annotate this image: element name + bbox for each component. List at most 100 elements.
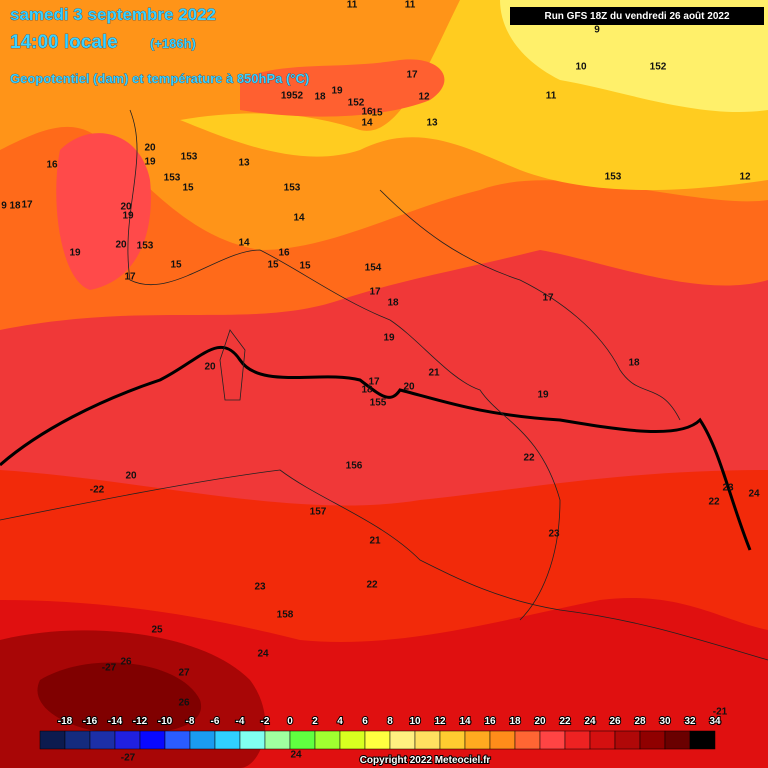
legend-label: -12	[133, 716, 148, 727]
map-label: 17	[124, 272, 136, 283]
legend-swatch	[589, 730, 616, 750]
map-label: 13	[426, 118, 438, 129]
map-label: -27	[121, 753, 136, 764]
legend-label: -4	[236, 716, 245, 727]
map-label: 17	[542, 293, 554, 304]
map-label: 11	[546, 91, 557, 102]
map-label: 15	[170, 260, 182, 271]
legend-swatch	[614, 730, 641, 750]
legend-label: 26	[609, 716, 621, 727]
map-label: 154	[365, 263, 382, 274]
legend-label: 32	[684, 716, 696, 727]
legend-label: 24	[584, 716, 596, 727]
warm-pocket	[56, 133, 151, 290]
legend-label: 22	[559, 716, 571, 727]
map-label: 18	[314, 92, 326, 103]
map-label: -27	[102, 663, 117, 674]
legend-swatch	[339, 730, 366, 750]
map-label: 156	[346, 461, 363, 472]
legend-swatch	[439, 730, 466, 750]
pale-yellow-zone	[500, 0, 768, 113]
legend: -18 -16 -14 -12 -10 -8 -6 -4 -2 0 2 4 6 8 10 12 14 16 18 20…	[39, 715, 722, 750]
legend-label: 16	[484, 716, 496, 727]
legend-swatch	[239, 730, 266, 750]
map-label: 15	[299, 261, 311, 272]
field-name: Geopotentiel (dam) et température à 850h…	[10, 71, 309, 86]
legend-label: 6	[362, 716, 368, 727]
run-info: Run GFS 18Z du vendredi 26 août 2022	[544, 11, 729, 22]
legend-label: 2	[312, 716, 318, 727]
map-label: 15	[182, 183, 194, 194]
map-label: 15	[267, 260, 279, 271]
map-label: 153	[284, 183, 301, 194]
legend-swatch	[414, 730, 441, 750]
map-label: 20	[204, 362, 216, 373]
map-label: 26	[120, 657, 132, 668]
map-label: -21	[713, 707, 728, 718]
map-label: 20	[144, 143, 156, 154]
map-label: 152	[348, 98, 365, 109]
map-label: 155	[370, 398, 387, 409]
legend-label: 12	[434, 716, 446, 727]
map-label: 25	[151, 625, 163, 636]
legend-swatch	[189, 730, 216, 750]
map-label: 17	[368, 377, 380, 388]
map-label: 26	[178, 698, 190, 709]
map-label: 153	[605, 172, 622, 183]
map-label: 23	[254, 582, 266, 593]
map-label: 16	[361, 107, 373, 118]
map-label: 14	[293, 213, 305, 224]
map-label: 19	[537, 390, 549, 401]
map-label: 153	[164, 173, 181, 184]
map-label: 18	[361, 385, 373, 396]
legend-swatch	[539, 730, 566, 750]
map-label: 19	[122, 211, 134, 222]
legend-label: -6	[211, 716, 220, 727]
map-label: 1952	[281, 91, 304, 102]
map-label: 22	[366, 580, 378, 591]
date: samedi 3 septembre 2022	[10, 5, 216, 24]
legend-swatch	[139, 730, 166, 750]
map-label: 17	[369, 287, 381, 298]
legend-swatch	[64, 730, 91, 750]
legend-swatch	[364, 730, 391, 750]
contour-584	[0, 345, 752, 551]
legend-swatch	[214, 730, 241, 750]
legend-swatch	[264, 730, 291, 750]
legend-label: -18	[58, 716, 73, 727]
legend-label: 14	[459, 716, 471, 727]
map-label: 17	[406, 70, 418, 81]
legend-label: -10	[158, 716, 173, 727]
map-label: 19	[383, 333, 395, 344]
legend-label: 4	[337, 716, 343, 727]
map-label: 23	[548, 529, 560, 540]
legend-swatch	[689, 730, 716, 750]
copyright: Copyright 2022 Meteociel.fr	[360, 755, 491, 766]
lead-time: (+186h)	[150, 36, 196, 51]
map-label: 23	[722, 483, 734, 494]
legend-label: -8	[186, 716, 195, 727]
legend-swatch	[89, 730, 116, 750]
map-label: 152	[650, 62, 667, 73]
map-label: 12	[739, 172, 751, 183]
map-label: 15	[371, 108, 383, 119]
map-label: -22	[90, 485, 105, 496]
legend-label: 8	[387, 716, 393, 727]
map-label: 20	[120, 202, 132, 213]
map-label: 11	[405, 0, 416, 11]
legend-swatch	[164, 730, 191, 750]
map-label: 153	[181, 152, 198, 163]
legend-swatch	[514, 730, 541, 750]
map-label: 14	[238, 238, 250, 249]
legend-label: 28	[634, 716, 646, 727]
map-label: 21	[369, 536, 381, 547]
map-label: 20	[125, 471, 137, 482]
legend-label: 34	[709, 716, 721, 727]
map-label: 19	[331, 86, 343, 97]
map-label: 19	[69, 248, 81, 259]
map-label: 16	[278, 248, 290, 259]
island	[219, 329, 246, 401]
legend-swatch	[464, 730, 491, 750]
